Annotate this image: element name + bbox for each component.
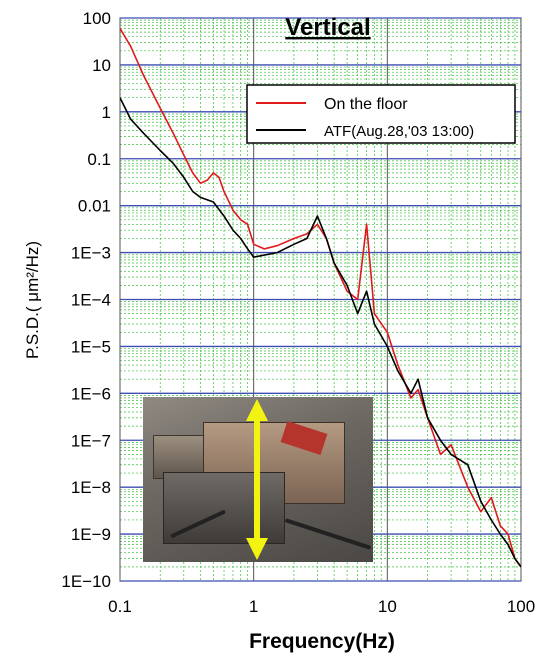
legend: On the floor ATF(Aug.28,'03 13:00) <box>246 84 516 144</box>
x-tick-label: 100 <box>507 597 535 616</box>
y-tick-label: 10 <box>92 56 111 75</box>
legend-label-floor: On the floor <box>324 96 408 113</box>
x-tick-label: 0.1 <box>108 597 132 616</box>
y-tick-label: 1E−5 <box>71 337 111 356</box>
vertical-arrow-icon <box>246 399 268 560</box>
chart-title: Vertical <box>285 14 370 41</box>
series-line-0 <box>120 27 521 568</box>
y-tick-label: 1 <box>102 103 111 122</box>
y-tick-label: 0.01 <box>78 197 111 216</box>
y-tick-label: 1E−9 <box>71 525 111 544</box>
legend-label-atf: ATF(Aug.28,'03 13:00) <box>324 123 474 140</box>
y-tick-label: 1E−8 <box>71 478 111 497</box>
y-tick-label: 1E−6 <box>71 384 111 403</box>
sensor-photo <box>143 397 373 562</box>
y-tick-label: 1E−4 <box>71 291 111 310</box>
y-tick-label: 0.1 <box>87 150 111 169</box>
legend-box <box>246 84 516 144</box>
y-tick-label: 1E−7 <box>71 431 111 450</box>
series-lines <box>120 27 521 568</box>
y-tick-label: 100 <box>83 9 111 28</box>
x-tick-label: 1 <box>249 597 258 616</box>
tick-labels: 0.1 1 10 100 100 10 1 0.1 0.01 1E−3 1E−4 1E−5 1E−6 1E… <box>61 9 535 616</box>
x-axis-label: Frequency(Hz) <box>249 630 395 653</box>
y-axis-label: P.S.D.( μm²/Hz) <box>23 241 42 359</box>
y-tick-label: 1E−3 <box>71 244 111 263</box>
x-tick-label: 10 <box>378 597 397 616</box>
y-tick-label: 1E−10 <box>61 572 111 591</box>
series-line-1 <box>120 97 521 568</box>
